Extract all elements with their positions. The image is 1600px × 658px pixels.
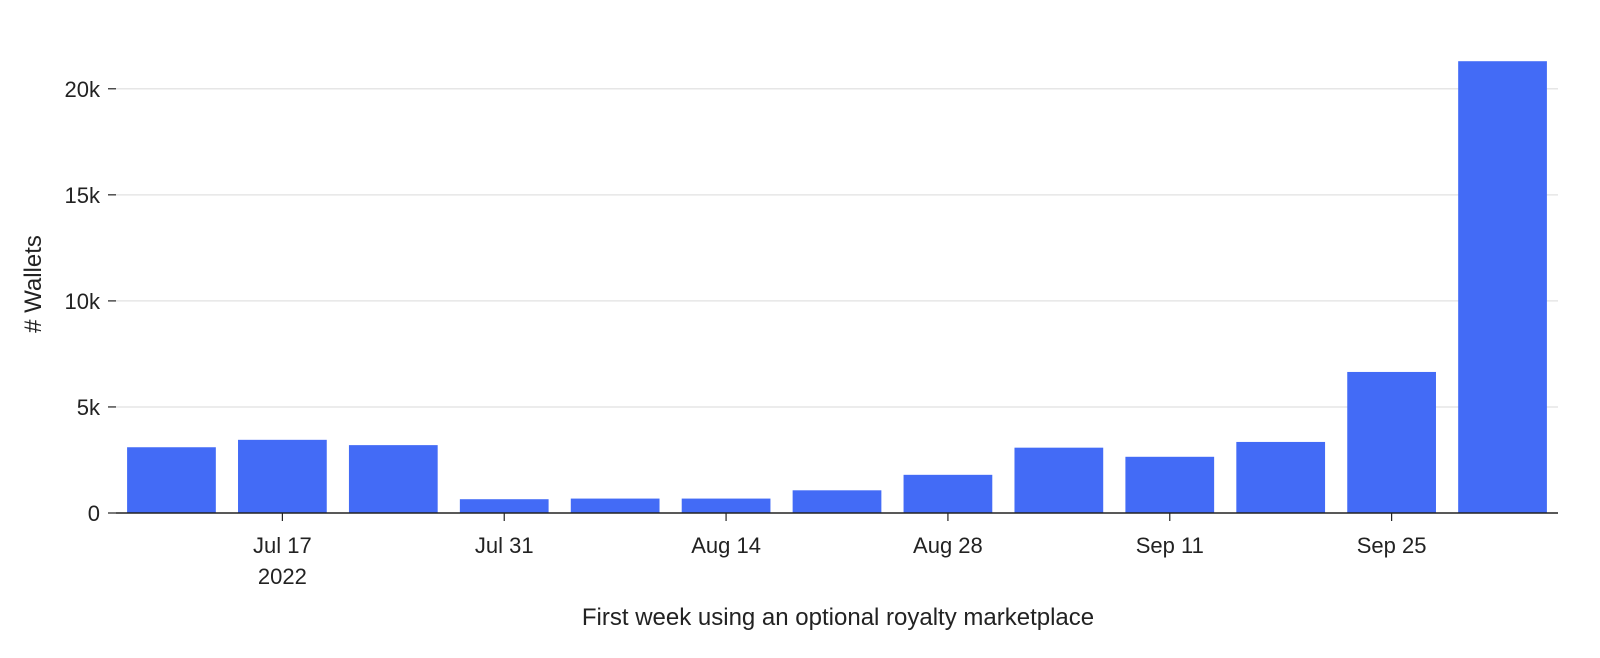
x-axis-title: First week using an optional royalty mar… xyxy=(582,604,1094,631)
x-tick-label: Aug 14 xyxy=(691,533,761,558)
x-tick-label: Jul 17 xyxy=(253,533,312,558)
x-tick-label: Sep 11 xyxy=(1136,533,1204,558)
y-tick-label: 20k xyxy=(65,77,101,102)
y-tick-label: 5k xyxy=(77,395,101,420)
y-axis-ticks: 0 5k 10k 15k 20k xyxy=(65,77,116,526)
y-axis-title: # Wallets xyxy=(20,235,47,333)
y-tick-label: 10k xyxy=(65,289,101,314)
x-tick-label: Jul 31 xyxy=(475,533,534,558)
bar xyxy=(1458,61,1547,514)
y-tick-label: 0 xyxy=(88,501,100,526)
x-axis-ticks: Jul 17 2022 Jul 31 Aug 14 Aug 28 Sep 11 Sep 25 xyxy=(253,513,1426,589)
x-tick-label: Sep 25 xyxy=(1357,533,1427,558)
bar xyxy=(792,490,882,513)
grid-lines xyxy=(116,88,1558,408)
bar xyxy=(1014,447,1104,513)
bar xyxy=(570,498,660,513)
bar xyxy=(127,447,216,513)
bar xyxy=(459,499,549,513)
y-tick-label: 15k xyxy=(65,183,101,208)
bar xyxy=(1236,441,1326,513)
bar xyxy=(348,445,438,513)
x-tick-year-label: 2022 xyxy=(258,564,307,589)
bar xyxy=(238,439,327,513)
bar xyxy=(1347,371,1436,513)
bar-series xyxy=(127,61,1547,514)
bar xyxy=(903,474,993,513)
x-tick-label: Aug 28 xyxy=(913,533,983,558)
bar xyxy=(681,498,771,513)
bar xyxy=(1125,456,1215,513)
